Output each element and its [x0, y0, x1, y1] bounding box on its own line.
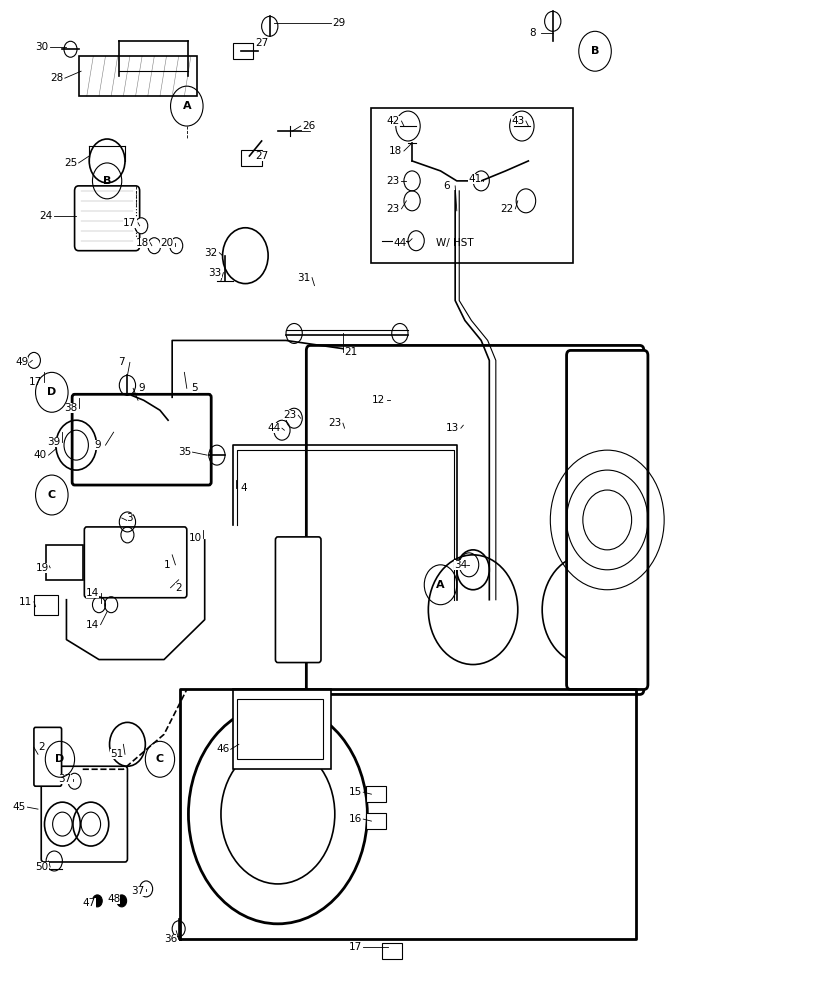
Text: 5: 5 [192, 383, 198, 393]
Text: 23: 23 [387, 204, 400, 214]
Text: 50: 50 [35, 862, 49, 872]
Text: 11: 11 [19, 597, 33, 607]
Text: 20: 20 [160, 238, 173, 248]
Text: 8: 8 [529, 28, 536, 38]
Text: 2: 2 [38, 742, 46, 752]
FancyBboxPatch shape [72, 394, 211, 485]
FancyBboxPatch shape [74, 186, 140, 251]
Text: 37: 37 [58, 774, 72, 784]
Text: 7: 7 [118, 357, 125, 367]
Text: D: D [47, 387, 56, 397]
Text: W/ HST: W/ HST [437, 238, 474, 248]
Bar [242, 150, 262, 166]
Text: 38: 38 [64, 403, 78, 413]
Text: B: B [103, 176, 111, 186]
Text: 18: 18 [135, 238, 149, 248]
Text: 31: 31 [297, 273, 311, 283]
Text: 19: 19 [35, 563, 49, 573]
Bar [366, 786, 386, 802]
Text: 36: 36 [164, 934, 177, 944]
Circle shape [148, 238, 161, 254]
Text: 23: 23 [328, 418, 341, 428]
Circle shape [135, 218, 148, 234]
Text: 23: 23 [283, 410, 297, 420]
Text: 9: 9 [138, 383, 144, 393]
Text: 41: 41 [468, 174, 481, 184]
Text: 35: 35 [178, 447, 191, 457]
Text: 10: 10 [188, 533, 202, 543]
Text: 15: 15 [348, 787, 361, 797]
Text: 29: 29 [332, 18, 345, 28]
Text: 34: 34 [455, 560, 468, 570]
FancyBboxPatch shape [276, 537, 321, 663]
Text: 14: 14 [86, 588, 99, 598]
Text: 21: 21 [344, 347, 357, 357]
Text: 22: 22 [500, 204, 514, 214]
Text: 47: 47 [82, 898, 95, 908]
Text: 45: 45 [13, 802, 26, 812]
Text: 26: 26 [302, 121, 316, 131]
Text: 37: 37 [131, 886, 144, 896]
FancyBboxPatch shape [34, 727, 61, 786]
Text: 48: 48 [107, 894, 120, 904]
FancyBboxPatch shape [371, 108, 573, 263]
Text: 25: 25 [64, 158, 78, 168]
Text: 3: 3 [126, 513, 133, 523]
FancyBboxPatch shape [233, 689, 330, 769]
Text: A: A [437, 580, 445, 590]
FancyBboxPatch shape [42, 766, 127, 862]
Bar [382, 943, 402, 959]
Text: B: B [591, 46, 599, 56]
FancyBboxPatch shape [237, 699, 322, 759]
Circle shape [92, 895, 102, 907]
Text: A: A [183, 101, 191, 111]
Text: 4: 4 [241, 483, 247, 493]
Bar [366, 813, 386, 829]
Text: 44: 44 [267, 423, 281, 433]
Text: 17: 17 [348, 942, 361, 952]
Bar [34, 595, 58, 615]
Text: 9: 9 [94, 440, 100, 450]
Text: 49: 49 [15, 357, 29, 367]
Text: 18: 18 [389, 146, 402, 156]
Text: 12: 12 [372, 395, 385, 405]
Text: 6: 6 [444, 181, 450, 191]
FancyBboxPatch shape [78, 56, 197, 96]
Text: 30: 30 [35, 42, 49, 52]
FancyBboxPatch shape [84, 527, 187, 598]
Text: 14: 14 [86, 620, 99, 630]
Text: 40: 40 [33, 450, 47, 460]
Text: 1: 1 [164, 560, 171, 570]
Text: 27: 27 [255, 38, 268, 48]
Text: 23: 23 [387, 176, 400, 186]
Circle shape [64, 41, 77, 57]
Text: 39: 39 [47, 437, 61, 447]
Text: D: D [55, 754, 64, 764]
Text: 13: 13 [446, 423, 459, 433]
Text: C: C [156, 754, 164, 764]
Text: 16: 16 [348, 814, 361, 824]
Text: 32: 32 [205, 248, 218, 258]
Text: 51: 51 [110, 749, 123, 759]
Text: 17: 17 [123, 218, 136, 228]
Text: 43: 43 [511, 116, 525, 126]
Bar [47, 545, 82, 580]
Text: 27: 27 [255, 151, 268, 161]
Text: 24: 24 [39, 211, 53, 221]
Text: 44: 44 [393, 238, 406, 248]
Bar [233, 43, 254, 59]
Text: 42: 42 [387, 116, 400, 126]
FancyBboxPatch shape [566, 350, 648, 689]
Circle shape [262, 16, 278, 36]
Text: 28: 28 [50, 73, 64, 83]
Text: 33: 33 [209, 268, 222, 278]
Circle shape [117, 895, 126, 907]
Circle shape [544, 11, 561, 31]
FancyBboxPatch shape [306, 345, 644, 694]
Circle shape [170, 238, 183, 254]
Text: C: C [48, 490, 55, 500]
Text: 46: 46 [216, 744, 229, 754]
Text: 17: 17 [29, 377, 42, 387]
Text: 2: 2 [175, 583, 182, 593]
